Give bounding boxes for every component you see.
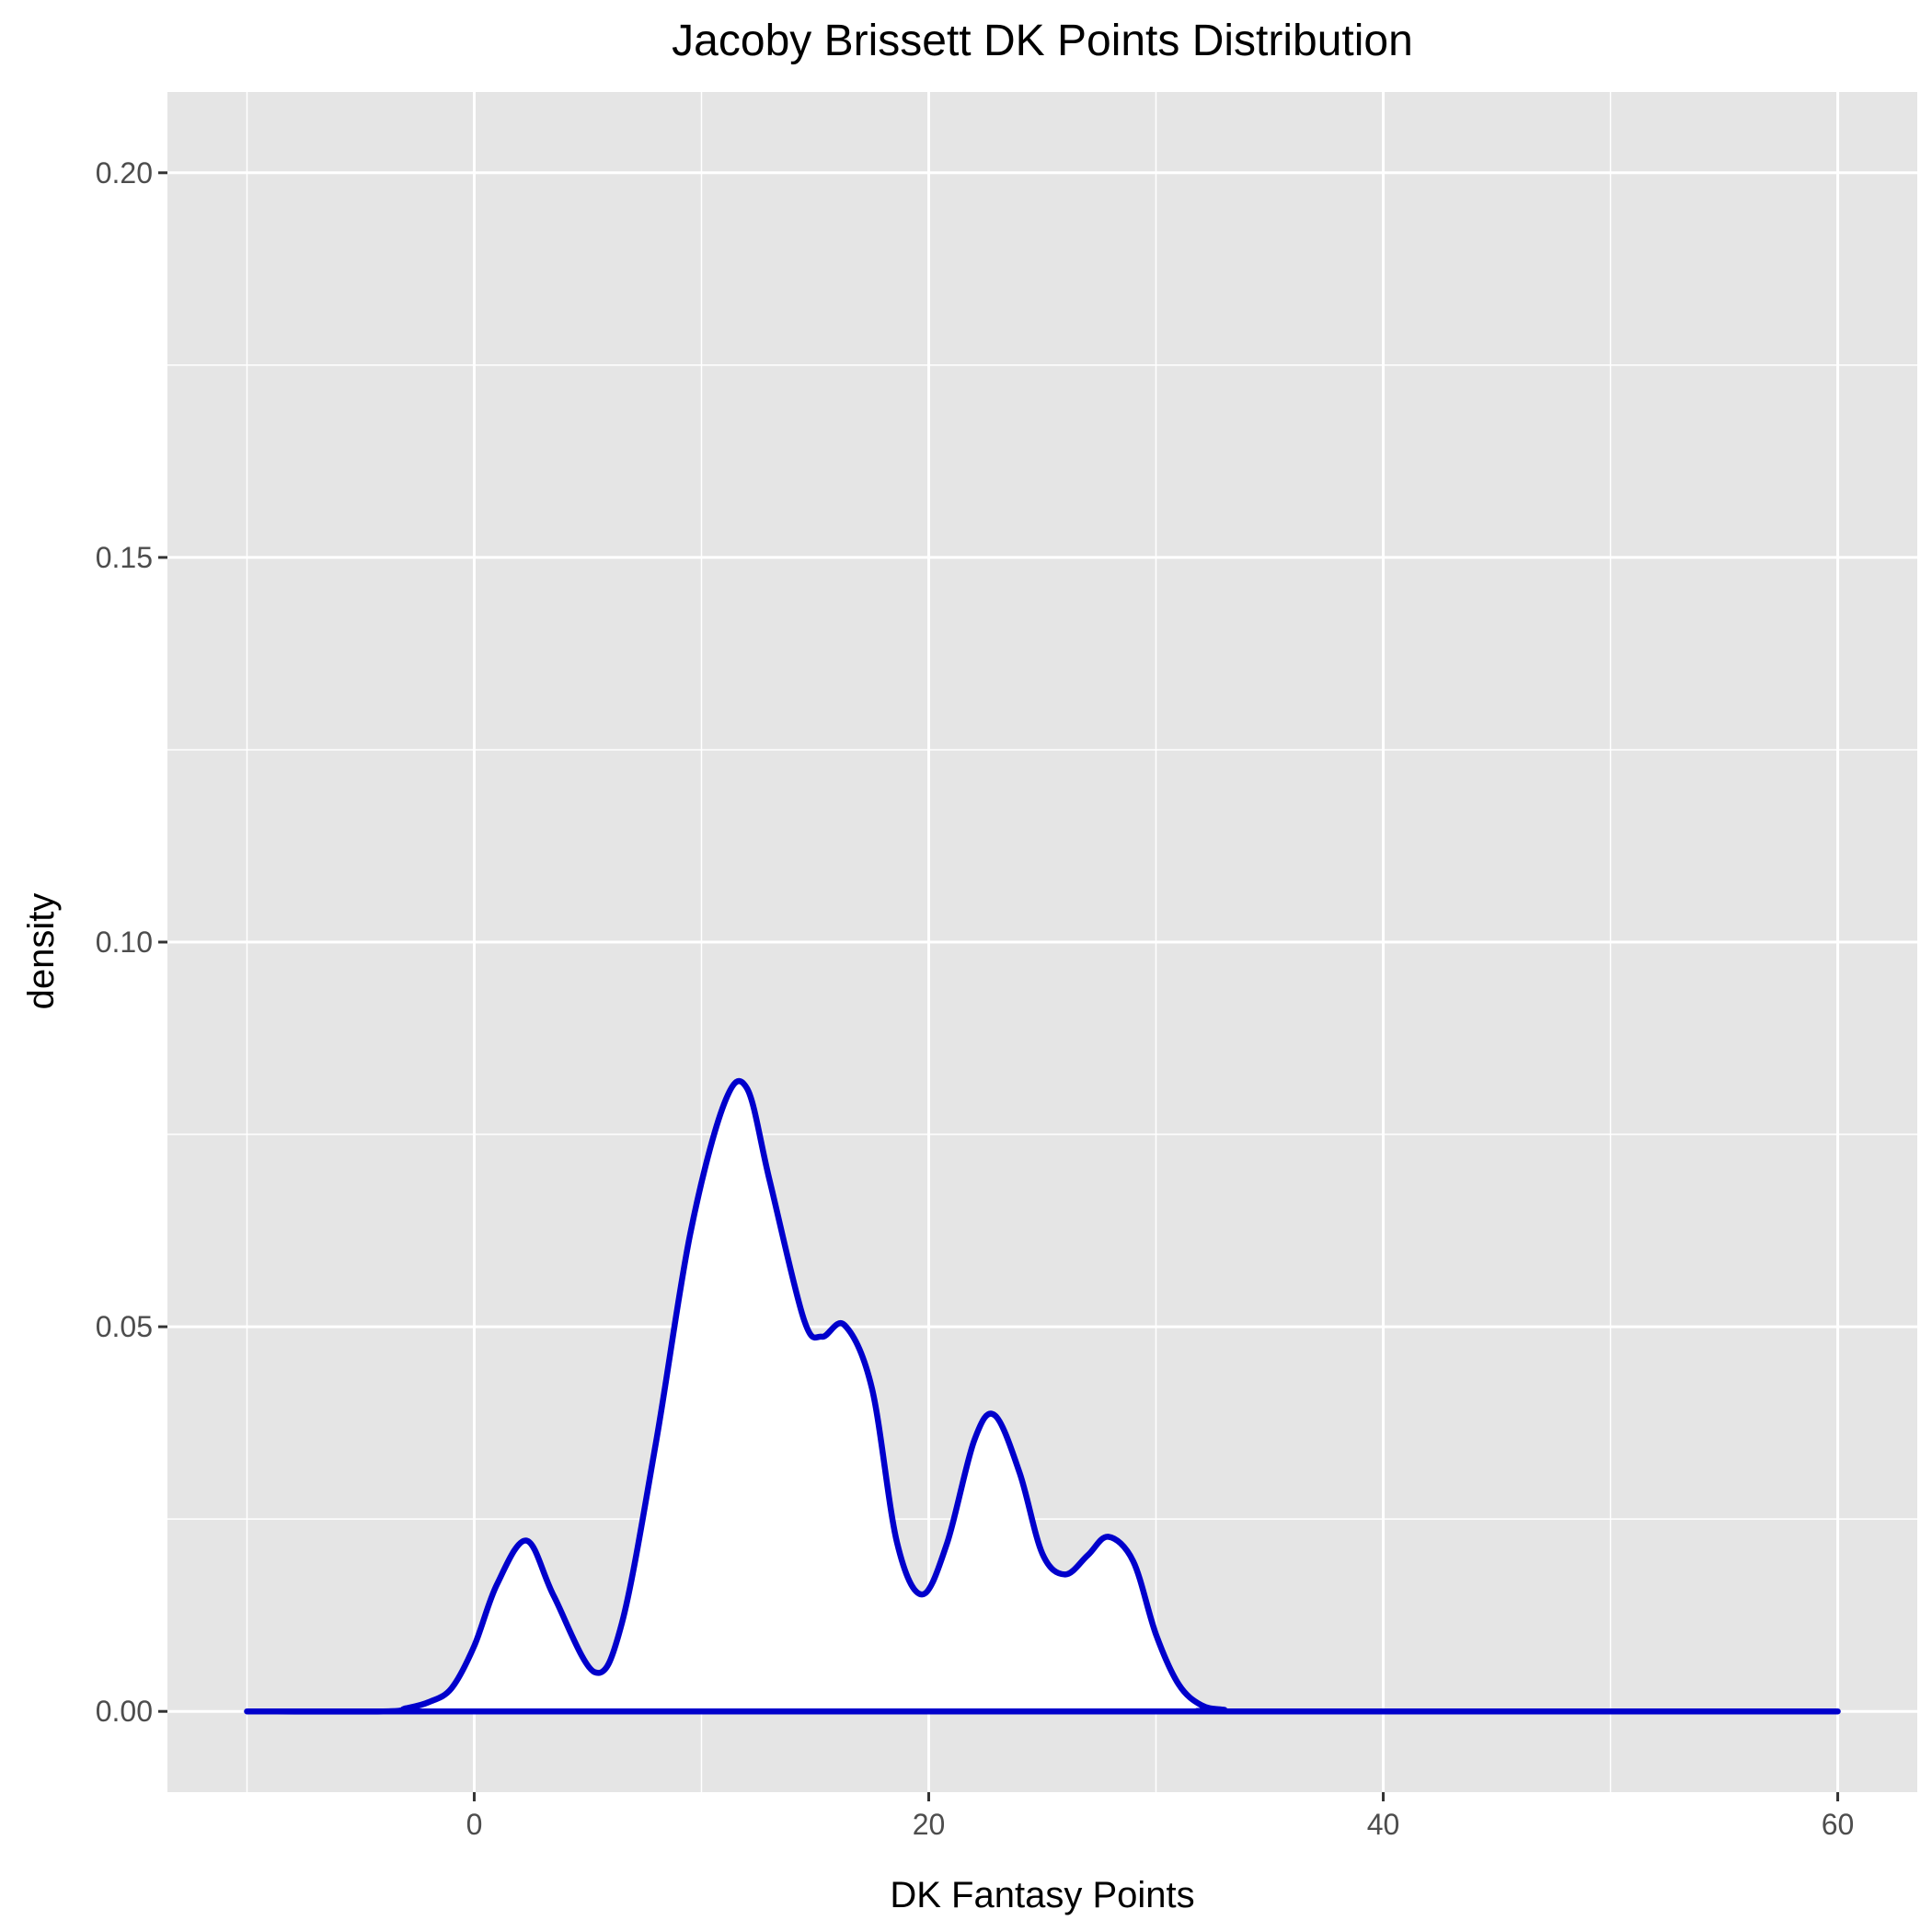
- x-axis-ticks: 0 20 40 60: [466, 1792, 1855, 1841]
- x-tick-label: 20: [913, 1808, 946, 1841]
- x-axis-title: DK Fantasy Points: [890, 1875, 1194, 1915]
- density-line: [244, 1077, 1841, 1715]
- y-tick-label: 0.20: [96, 156, 153, 190]
- y-axis-title: density: [21, 893, 62, 1010]
- chart-title: Jacoby Brissett DK Points Distribution: [672, 17, 1413, 65]
- x-tick-label: 40: [1367, 1808, 1400, 1841]
- major-gridlines: [167, 92, 1917, 1792]
- x-tick-label: 0: [466, 1808, 483, 1841]
- density-area: [247, 1081, 1838, 1712]
- y-tick-label: 0.10: [96, 926, 153, 959]
- x-tick-label: 60: [1822, 1808, 1855, 1841]
- y-tick-label: 0.05: [96, 1310, 153, 1343]
- y-tick-label: 0.15: [96, 541, 153, 574]
- y-tick-label: 0.00: [96, 1695, 153, 1728]
- y-axis-ticks: 0.00 0.05 0.10 0.15 0.20: [96, 156, 167, 1728]
